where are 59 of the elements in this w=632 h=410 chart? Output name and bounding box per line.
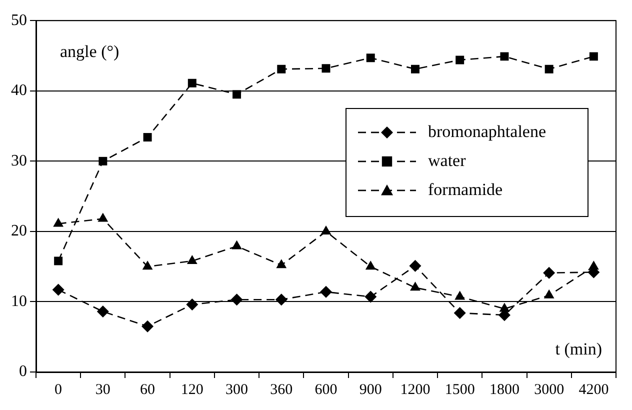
x-tick-label: 900 xyxy=(359,382,382,398)
point xyxy=(230,294,243,306)
point xyxy=(98,212,108,222)
point xyxy=(500,52,509,61)
point xyxy=(320,225,332,234)
x-tick-label: 1500 xyxy=(444,382,475,398)
x-tick-label: 3000 xyxy=(534,382,564,398)
point xyxy=(365,260,376,270)
point xyxy=(232,240,242,250)
x-tick-label: 300 xyxy=(226,382,248,398)
point xyxy=(410,282,420,291)
point xyxy=(53,218,64,227)
point xyxy=(232,90,242,99)
point xyxy=(543,266,556,279)
point xyxy=(52,284,64,296)
y-axis-title: angle (°) xyxy=(60,42,120,62)
y-tick-label: 20 xyxy=(11,222,27,240)
point xyxy=(409,260,422,272)
point xyxy=(276,259,287,268)
point xyxy=(456,56,464,64)
x-tick-label: 0 xyxy=(54,382,62,398)
x-tick-label: 1200 xyxy=(400,382,430,398)
x-tick-label: 30 xyxy=(95,382,110,398)
y-tick-label: 40 xyxy=(11,82,27,100)
point xyxy=(454,306,466,319)
point xyxy=(188,78,196,88)
point xyxy=(54,256,63,266)
point xyxy=(142,260,153,270)
point xyxy=(544,289,554,298)
point xyxy=(186,254,198,264)
x-tick-label: 120 xyxy=(180,382,204,398)
point xyxy=(143,133,152,142)
point xyxy=(98,156,108,166)
y-tick-label: 30 xyxy=(11,152,27,170)
y-tick-label: 50 xyxy=(11,12,27,29)
point xyxy=(186,298,198,311)
point xyxy=(410,64,420,74)
point xyxy=(96,306,109,318)
point xyxy=(275,294,288,306)
point xyxy=(142,320,154,332)
x-tick-label: 600 xyxy=(314,382,338,398)
legend-label: water xyxy=(428,150,466,170)
point xyxy=(322,64,330,73)
x-axis-title: t (min) xyxy=(555,339,602,358)
legend-label: bromonaphtalene xyxy=(428,122,546,141)
y-tick-label: 10 xyxy=(11,292,27,310)
x-tick-label: 4200 xyxy=(578,382,609,398)
point xyxy=(454,290,466,300)
point xyxy=(320,286,332,298)
x-tick-label: 60 xyxy=(140,382,156,398)
point xyxy=(366,54,375,62)
x-tick-label: 360 xyxy=(270,382,293,398)
point xyxy=(277,64,286,74)
point xyxy=(589,52,598,61)
point xyxy=(544,64,554,74)
point xyxy=(364,290,377,303)
y-tick-label: 0 xyxy=(19,363,27,380)
x-tick-label: 1800 xyxy=(489,382,520,398)
legend-label: formamide xyxy=(428,180,503,199)
